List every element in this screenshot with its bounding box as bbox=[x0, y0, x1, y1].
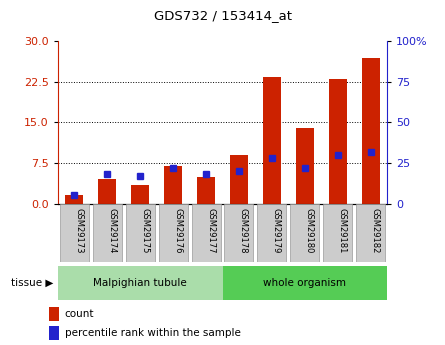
Bar bbox=[230, 155, 248, 204]
Text: GSM29174: GSM29174 bbox=[107, 208, 116, 254]
Text: GDS732 / 153414_at: GDS732 / 153414_at bbox=[154, 9, 291, 22]
Bar bbox=[93, 204, 122, 262]
Text: GSM29176: GSM29176 bbox=[173, 208, 182, 254]
Text: count: count bbox=[65, 309, 94, 319]
Bar bbox=[222, 266, 387, 300]
Bar bbox=[49, 326, 59, 339]
Text: GSM29177: GSM29177 bbox=[206, 208, 215, 254]
Bar bbox=[296, 128, 314, 204]
Bar bbox=[65, 195, 83, 204]
Bar bbox=[191, 204, 221, 262]
Text: tissue ▶: tissue ▶ bbox=[11, 278, 53, 288]
Bar bbox=[49, 307, 59, 321]
Bar bbox=[362, 58, 380, 204]
Bar bbox=[257, 204, 287, 262]
Bar bbox=[131, 185, 149, 204]
Bar bbox=[263, 77, 281, 204]
Text: GSM29180: GSM29180 bbox=[305, 208, 314, 254]
Bar bbox=[329, 79, 347, 204]
Bar bbox=[125, 204, 155, 262]
Bar bbox=[197, 177, 215, 204]
Bar bbox=[158, 204, 188, 262]
Text: GSM29173: GSM29173 bbox=[74, 208, 83, 254]
Text: GSM29175: GSM29175 bbox=[140, 208, 149, 254]
Bar bbox=[323, 204, 352, 262]
Text: GSM29181: GSM29181 bbox=[338, 208, 347, 254]
Bar bbox=[224, 204, 254, 262]
Text: GSM29179: GSM29179 bbox=[272, 208, 281, 254]
Text: GSM29178: GSM29178 bbox=[239, 208, 248, 254]
Bar bbox=[290, 204, 320, 262]
Text: whole organism: whole organism bbox=[263, 278, 346, 288]
Bar bbox=[58, 266, 222, 300]
Bar bbox=[164, 166, 182, 204]
Bar bbox=[60, 204, 89, 262]
Bar bbox=[98, 179, 116, 204]
Text: percentile rank within the sample: percentile rank within the sample bbox=[65, 328, 240, 338]
Text: Malpighian tubule: Malpighian tubule bbox=[93, 278, 187, 288]
Text: GSM29182: GSM29182 bbox=[371, 208, 380, 254]
Bar bbox=[356, 204, 385, 262]
